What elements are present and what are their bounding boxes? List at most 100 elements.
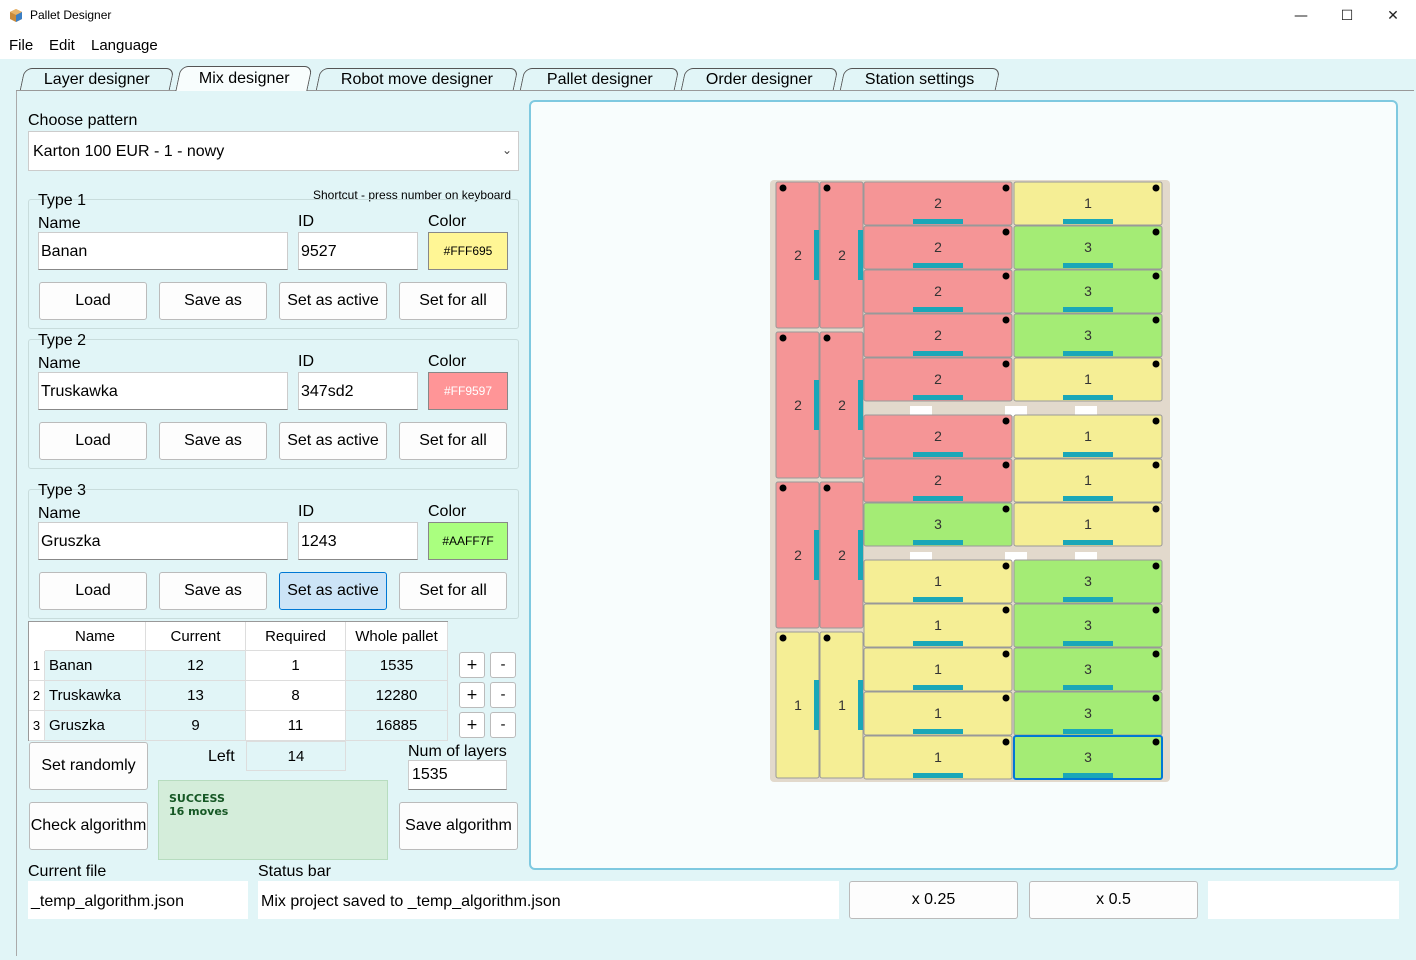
box-dot	[1152, 606, 1160, 614]
row-1-minus-button[interactable]: -	[490, 652, 516, 678]
pallet-box	[1013, 458, 1163, 503]
pallet-box	[1013, 414, 1163, 459]
row-3-minus-button[interactable]: -	[490, 712, 516, 738]
menu-language[interactable]: Language	[91, 37, 158, 54]
current-file-label: Current file	[28, 863, 107, 880]
box-label: 1	[934, 617, 942, 633]
type-2-set-active-button[interactable]: Set as active	[279, 422, 387, 460]
set-randomly-button[interactable]: Set randomly	[29, 742, 148, 790]
box-marker	[913, 452, 963, 457]
tab-station-settings[interactable]: Station settings	[839, 68, 1001, 91]
menu-file[interactable]: File	[9, 37, 34, 54]
box-label: 2	[794, 547, 802, 563]
box-marker	[814, 680, 819, 730]
menu-edit[interactable]: Edit	[49, 37, 75, 54]
table-cell-current[interactable]: 9	[146, 711, 246, 741]
box-dot	[1002, 738, 1010, 746]
box-label: 2	[934, 472, 942, 488]
type-3-color-swatch[interactable]: #AAFF7F	[428, 522, 508, 560]
pallet-box	[1013, 603, 1163, 648]
row-2-plus-button[interactable]: +	[459, 682, 485, 708]
table-cell-required[interactable]: 1	[246, 651, 346, 681]
pallet-gap	[910, 552, 932, 562]
pallet-box	[1013, 559, 1163, 604]
tab-robot-move-designer[interactable]: Robot move designer	[315, 68, 519, 91]
type-1-load-button[interactable]: Load	[39, 282, 147, 320]
box-label: 2	[838, 547, 846, 563]
table-cell-name[interactable]: Banan	[45, 651, 146, 681]
box-dot	[779, 634, 787, 642]
zoom-05-button[interactable]: x 0.5	[1029, 881, 1198, 919]
tab-layer-designer[interactable]: Layer designer	[19, 68, 175, 91]
box-marker	[913, 351, 963, 356]
table-cell-whole[interactable]: 1535	[346, 651, 448, 681]
type-3-set-active-button[interactable]: Set as active	[279, 572, 387, 610]
box-dot	[823, 634, 831, 642]
type-2-save-as-button[interactable]: Save as	[159, 422, 267, 460]
type-2-set-all-button[interactable]: Set for all	[399, 422, 507, 460]
box-marker	[1063, 540, 1113, 545]
type-3-id-input[interactable]: 1243	[298, 522, 418, 560]
box-dot	[1152, 562, 1160, 570]
type-1-set-active-button[interactable]: Set as active	[279, 282, 387, 320]
table-cell-current[interactable]: 13	[146, 681, 246, 711]
table-cell-name[interactable]: Truskawka	[45, 681, 146, 711]
type-1-id-input[interactable]: 9527	[298, 232, 418, 270]
box-label: 1	[934, 705, 942, 721]
box-marker	[814, 230, 819, 280]
type-3-save-as-button[interactable]: Save as	[159, 572, 267, 610]
tab-order-designer[interactable]: Order designer	[680, 68, 839, 91]
type-1-name-input[interactable]: Banan	[38, 232, 288, 270]
type-2-id-input[interactable]: 347sd2	[298, 372, 418, 410]
tab-pallet-designer[interactable]: Pallet designer	[519, 68, 680, 91]
type-3-load-button[interactable]: Load	[39, 572, 147, 610]
pallet-box	[863, 269, 1013, 314]
window-title: Pallet Designer	[30, 8, 112, 22]
tab-mix-designer[interactable]: Mix designer	[175, 66, 313, 91]
pallet-box	[1013, 225, 1163, 270]
type-2-id-label: ID	[298, 353, 314, 370]
box-label: 1	[1084, 428, 1092, 444]
num-layers-input[interactable]: 1535	[408, 760, 507, 790]
type-2-load-button[interactable]: Load	[39, 422, 147, 460]
box-dot	[823, 334, 831, 342]
type-1-set-all-button[interactable]: Set for all	[399, 282, 507, 320]
status-success: SUCCESS	[169, 792, 225, 805]
table-cell-whole[interactable]: 12280	[346, 681, 448, 711]
box-marker	[913, 729, 963, 734]
box-dot	[1152, 694, 1160, 702]
box-marker	[858, 530, 863, 580]
box-marker	[858, 230, 863, 280]
box-label: 1	[1084, 195, 1092, 211]
type-3-name-input[interactable]: Gruszka	[38, 522, 288, 560]
pallet-canvas[interactable]: 2 2 2 2 2 2 1 1 2 1 2 3 2 3 2 3 2 1 2 1 2 1 3 1 1 3 1 3 1 3 1 3 1 3	[770, 180, 1170, 782]
header-current: Current	[146, 622, 246, 651]
box-marker	[1063, 351, 1113, 356]
type-2-name-input[interactable]: Truskawka	[38, 372, 288, 410]
table-cell-name[interactable]: Gruszka	[45, 711, 146, 741]
box-label: 3	[1084, 239, 1092, 255]
pallet-gap	[1005, 552, 1027, 562]
type-2-color-swatch[interactable]: #FF9597	[428, 372, 508, 410]
type-3-id-label: ID	[298, 503, 314, 520]
save-algorithm-button[interactable]: Save algorithm	[399, 802, 518, 850]
box-dot	[1152, 360, 1160, 368]
check-algorithm-button[interactable]: Check algorithm	[29, 802, 148, 850]
close-button[interactable]: ✕	[1387, 7, 1399, 24]
row-1-plus-button[interactable]: +	[459, 652, 485, 678]
type-1-save-as-button[interactable]: Save as	[159, 282, 267, 320]
row-3-plus-button[interactable]: +	[459, 712, 485, 738]
pattern-select[interactable]: Karton 100 EUR - 1 - nowy ⌄	[28, 131, 519, 171]
table-cell-whole[interactable]: 16885	[346, 711, 448, 741]
maximize-button[interactable]: ☐	[1340, 7, 1354, 24]
zoom-025-button[interactable]: x 0.25	[849, 881, 1018, 919]
box-label: 3	[934, 516, 942, 532]
type-3-set-all-button[interactable]: Set for all	[399, 572, 507, 610]
row-2-minus-button[interactable]: -	[490, 682, 516, 708]
minimize-button[interactable]: —	[1294, 7, 1308, 24]
table-cell-required[interactable]: 8	[246, 681, 346, 711]
table-cell-current[interactable]: 12	[146, 651, 246, 681]
box-dot	[779, 484, 787, 492]
table-cell-required[interactable]: 11	[246, 711, 346, 741]
type-1-color-swatch[interactable]: #FFF695	[428, 232, 508, 270]
